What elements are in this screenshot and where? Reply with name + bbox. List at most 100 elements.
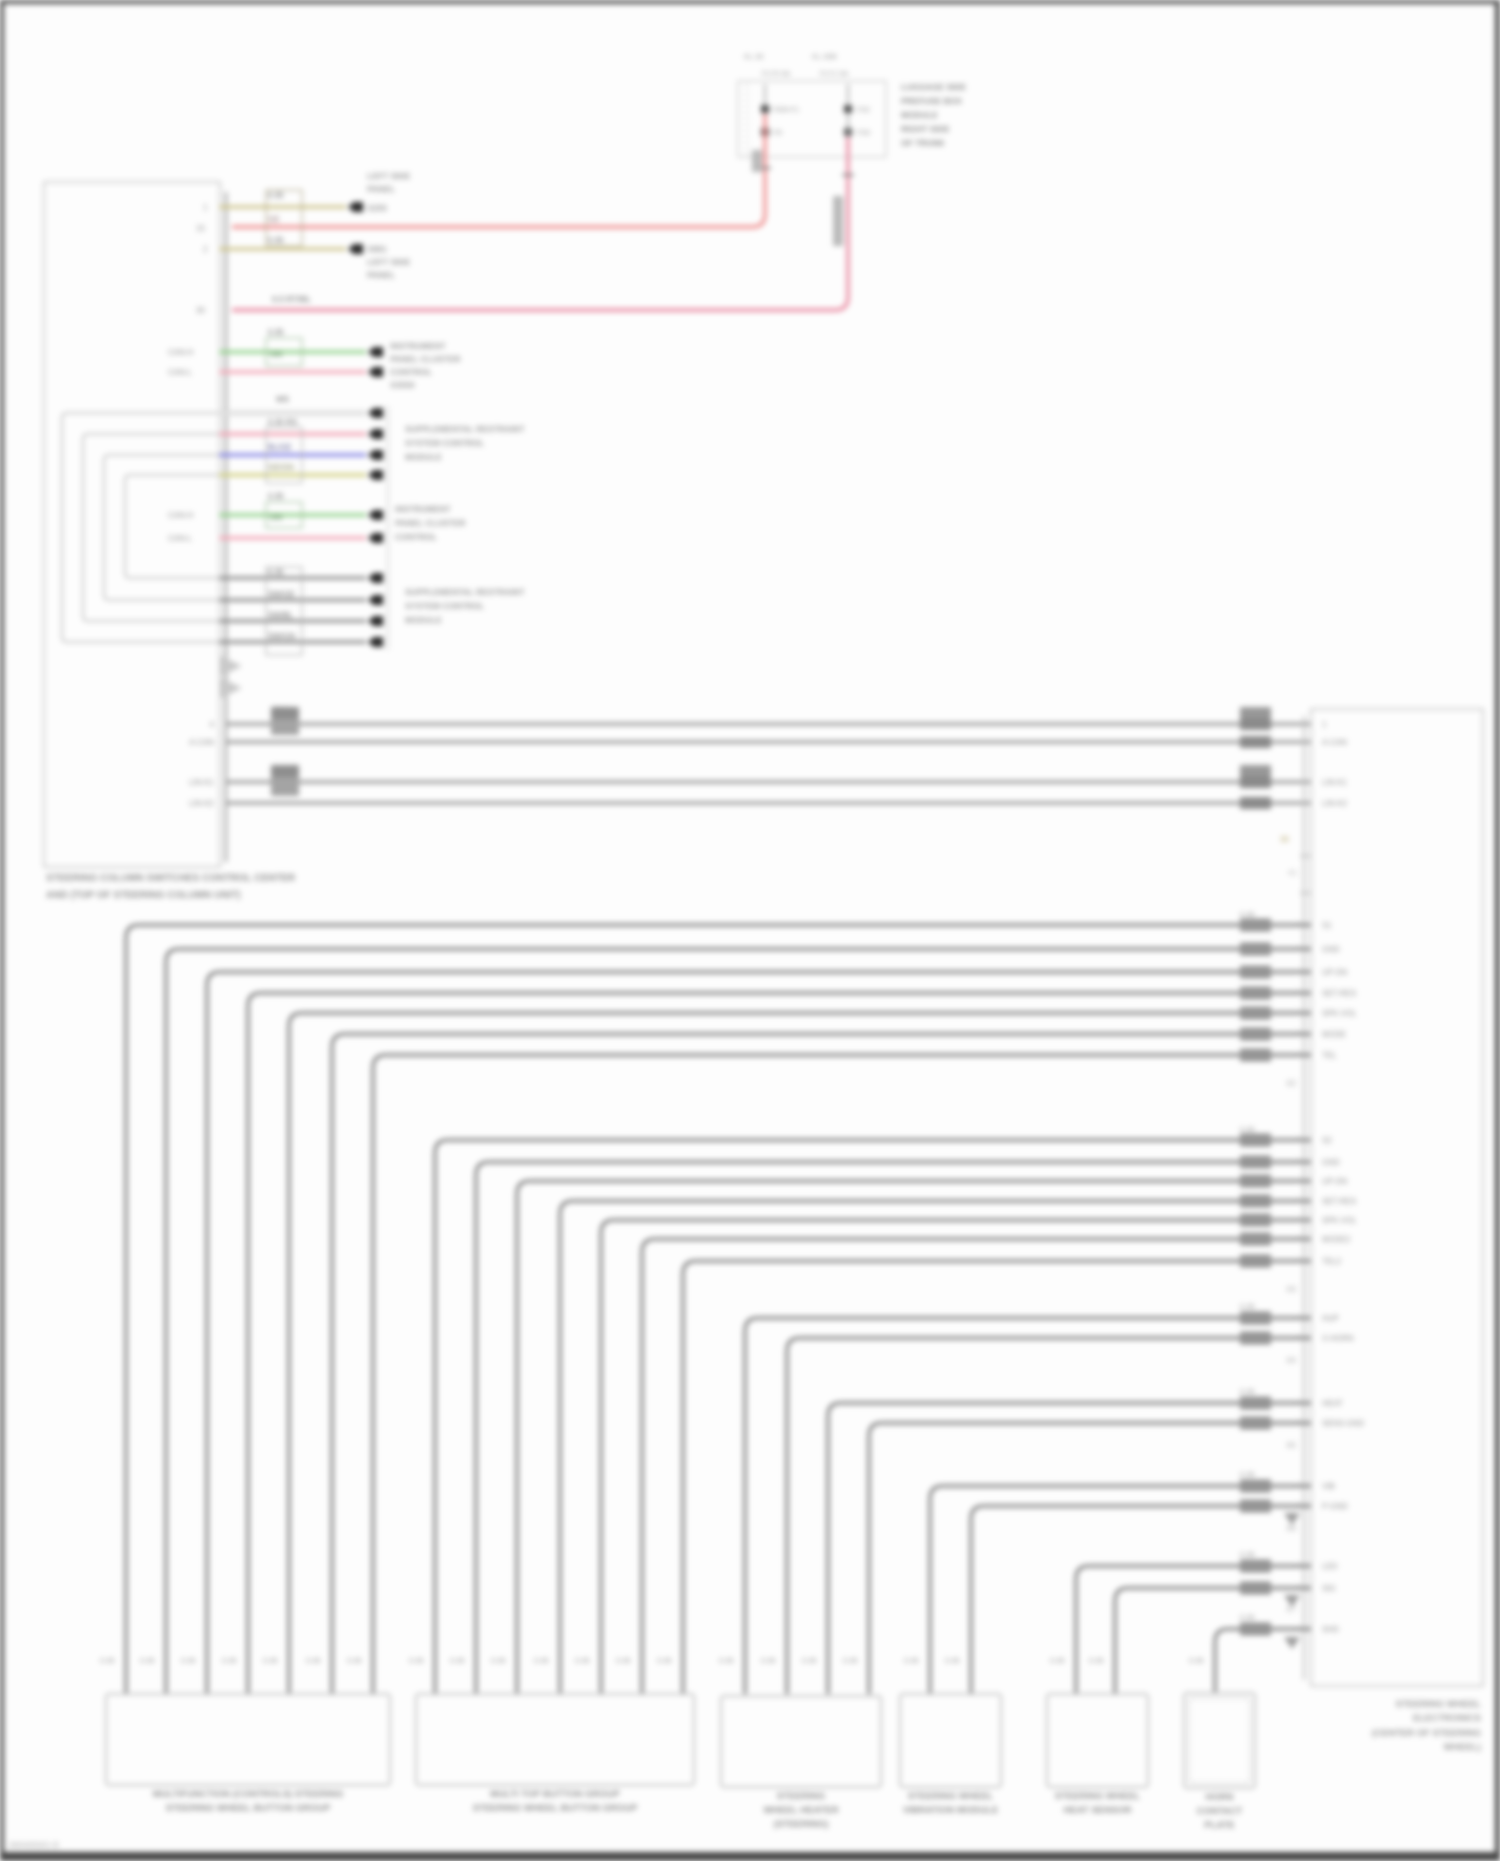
svg-text:SW/GN: SW/GN	[268, 632, 295, 641]
svg-text:0.35: 0.35	[140, 1656, 155, 1665]
svg-text:0.35: 0.35	[575, 1656, 590, 1665]
svg-text:15: 15	[196, 224, 205, 233]
svg-text:X1: X1	[1288, 868, 1297, 877]
svg-text:1: 1	[1296, 1400, 1300, 1407]
svg-text:X881: X881	[367, 244, 387, 254]
svg-text:UP-DN: UP-DN	[1322, 1177, 1348, 1186]
svg-text:X4: X4	[1286, 1356, 1296, 1365]
svg-text:GND: GND	[1322, 945, 1340, 954]
svg-text:CAN-H: CAN-H	[168, 511, 194, 520]
svg-text:X3: X3	[1286, 1285, 1296, 1294]
svg-text:KL.30B: KL.30B	[812, 52, 837, 61]
svg-text:3: 3	[1296, 1159, 1300, 1166]
svg-text:0.35: 0.35	[306, 1656, 321, 1665]
svg-text:0.35: 0.35	[1240, 1613, 1255, 1622]
svg-text:X-HORN: X-HORN	[1322, 1334, 1354, 1343]
svg-text:0.5 RT/BL: 0.5 RT/BL	[272, 294, 311, 304]
svg-text:CONTROL: CONTROL	[395, 532, 437, 542]
svg-text:HUP: HUP	[1322, 1314, 1339, 1323]
svg-text:30: 30	[196, 306, 205, 315]
svg-text:STEERING WHEEL BUTTON GROUP: STEERING WHEEL BUTTON GROUP	[473, 1803, 639, 1814]
svg-text:VIBRATION MODULE: VIBRATION MODULE	[903, 1805, 998, 1816]
svg-text:MODULE: MODULE	[901, 110, 938, 120]
svg-text:7: 7	[1296, 1031, 1300, 1038]
svg-text:0.35: 0.35	[1240, 1302, 1255, 1311]
svg-text:4: 4	[210, 720, 215, 729]
svg-text:8: 8	[1296, 1052, 1300, 1059]
svg-text:MODULE: MODULE	[405, 452, 442, 462]
svg-text:X7: X7	[1286, 1605, 1296, 1614]
svg-text:0.35: 0.35	[450, 1656, 465, 1665]
svg-text:BL/GE: BL/GE	[268, 443, 292, 452]
svg-text:1: 1	[1296, 1626, 1300, 1633]
svg-text:SPK-VOL: SPK-VOL	[1322, 1009, 1357, 1018]
svg-text:X6: X6	[1286, 1524, 1296, 1533]
svg-text:0.35: 0.35	[100, 1656, 115, 1665]
svg-text:OF TRUNK: OF TRUNK	[901, 138, 946, 148]
svg-text:JW0405001-B: JW0405001-B	[8, 1841, 59, 1850]
svg-text:STEERING WHEEL: STEERING WHEEL	[1055, 1791, 1141, 1802]
svg-text:0.35: 0.35	[268, 568, 284, 577]
svg-text:F9: F9	[773, 128, 782, 137]
svg-text:S2: S2	[1322, 1136, 1332, 1145]
svg-text:2: 2	[1296, 1420, 1300, 1427]
svg-text:1: 1	[1296, 1315, 1300, 1322]
svg-text:0.35: 0.35	[1050, 1656, 1065, 1665]
svg-text:0.35: 0.35	[616, 1656, 631, 1665]
svg-text:30: 30	[1280, 835, 1289, 844]
svg-text:PANEL: PANEL	[367, 184, 395, 194]
svg-text:GN: GN	[270, 513, 282, 522]
svg-text:SYSTEM CONTROL: SYSTEM CONTROL	[405, 438, 484, 448]
svg-text:A-CAN: A-CAN	[189, 738, 214, 747]
svg-text:SW/GE: SW/GE	[268, 590, 295, 599]
svg-text:X2: X2	[1286, 1079, 1296, 1088]
svg-text:TEL: TEL	[1322, 1051, 1337, 1060]
svg-text:MULTI TOP BUTTON GROUP: MULTI TOP BUTTON GROUP	[490, 1789, 620, 1800]
svg-text:1: 1	[1296, 1483, 1300, 1490]
svg-text:8: 8	[1296, 1258, 1300, 1265]
svg-text:0.35: 0.35	[1089, 1656, 1104, 1665]
svg-text:STEERING WHEEL BUTTON GROUP: STEERING WHEEL BUTTON GROUP	[166, 1803, 332, 1814]
svg-text:1: 1	[1296, 1563, 1300, 1570]
svg-text:STEERING: STEERING	[777, 1791, 826, 1802]
svg-text:0.35: 0.35	[222, 1656, 237, 1665]
svg-text:0.35: 0.35	[657, 1656, 672, 1665]
svg-text:0.35: 0.35	[802, 1656, 817, 1665]
svg-text:2: 2	[1296, 1137, 1300, 1144]
svg-text:HEAT: HEAT	[1322, 1399, 1343, 1408]
svg-text:F32: F32	[857, 105, 870, 114]
svg-text:CONTACT: CONTACT	[1197, 1806, 1243, 1817]
svg-text:RIGHT SIDE: RIGHT SIDE	[901, 124, 950, 134]
svg-text:0.35: 0.35	[761, 1656, 776, 1665]
svg-text:CAN-H: CAN-H	[168, 348, 194, 357]
svg-text:1: 1	[1322, 720, 1327, 729]
svg-text:STEERING COLUMN SWITCHES CONTR: STEERING COLUMN SWITCHES CONTROL CENTER	[46, 873, 296, 884]
svg-text:GE: GE	[268, 215, 280, 224]
svg-text:0.35: 0.35	[534, 1656, 549, 1665]
svg-text:PLATE: PLATE	[1204, 1820, 1234, 1831]
svg-text:SUPPLEMENTAL RESTRAINT: SUPPLEMENTAL RESTRAINT	[405, 424, 525, 434]
svg-text:CONTROL: CONTROL	[390, 367, 432, 377]
svg-text:S1: S1	[1322, 921, 1332, 930]
svg-text:F8/8-F1: F8/8-F1	[773, 105, 799, 114]
svg-text:LUGGAGE SIDE: LUGGAGE SIDE	[901, 82, 967, 92]
svg-text:0.35: 0.35	[945, 1656, 960, 1665]
svg-text:CAN-L: CAN-L	[168, 368, 193, 377]
svg-text:GN: GN	[270, 350, 282, 359]
svg-text:0.35: 0.35	[1189, 1656, 1204, 1665]
svg-text:X5: X5	[1286, 1441, 1296, 1450]
svg-text:0.35: 0.35	[843, 1656, 858, 1665]
svg-text:1: 1	[203, 203, 208, 212]
svg-text:KL.30: KL.30	[744, 52, 764, 61]
svg-text:MULTIFUNCTION (CONTROLS) STEER: MULTIFUNCTION (CONTROLS) STEERING	[153, 1789, 344, 1800]
svg-text:5: 5	[1296, 990, 1300, 997]
svg-text:(CENTER OF STEERING: (CENTER OF STEERING	[1372, 1728, 1481, 1739]
svg-text:F33: F33	[857, 128, 870, 137]
svg-text:6: 6	[1296, 1217, 1300, 1224]
svg-text:STEERING WHEEL: STEERING WHEEL	[1395, 1699, 1481, 1710]
svg-text:WS: WS	[276, 395, 289, 404]
svg-text:0.35: 0.35	[1240, 1550, 1255, 1559]
svg-text:HEAT SENSOR: HEAT SENSOR	[1064, 1805, 1132, 1816]
svg-text:0.35: 0.35	[409, 1656, 424, 1665]
svg-text:7: 7	[1296, 1236, 1300, 1243]
